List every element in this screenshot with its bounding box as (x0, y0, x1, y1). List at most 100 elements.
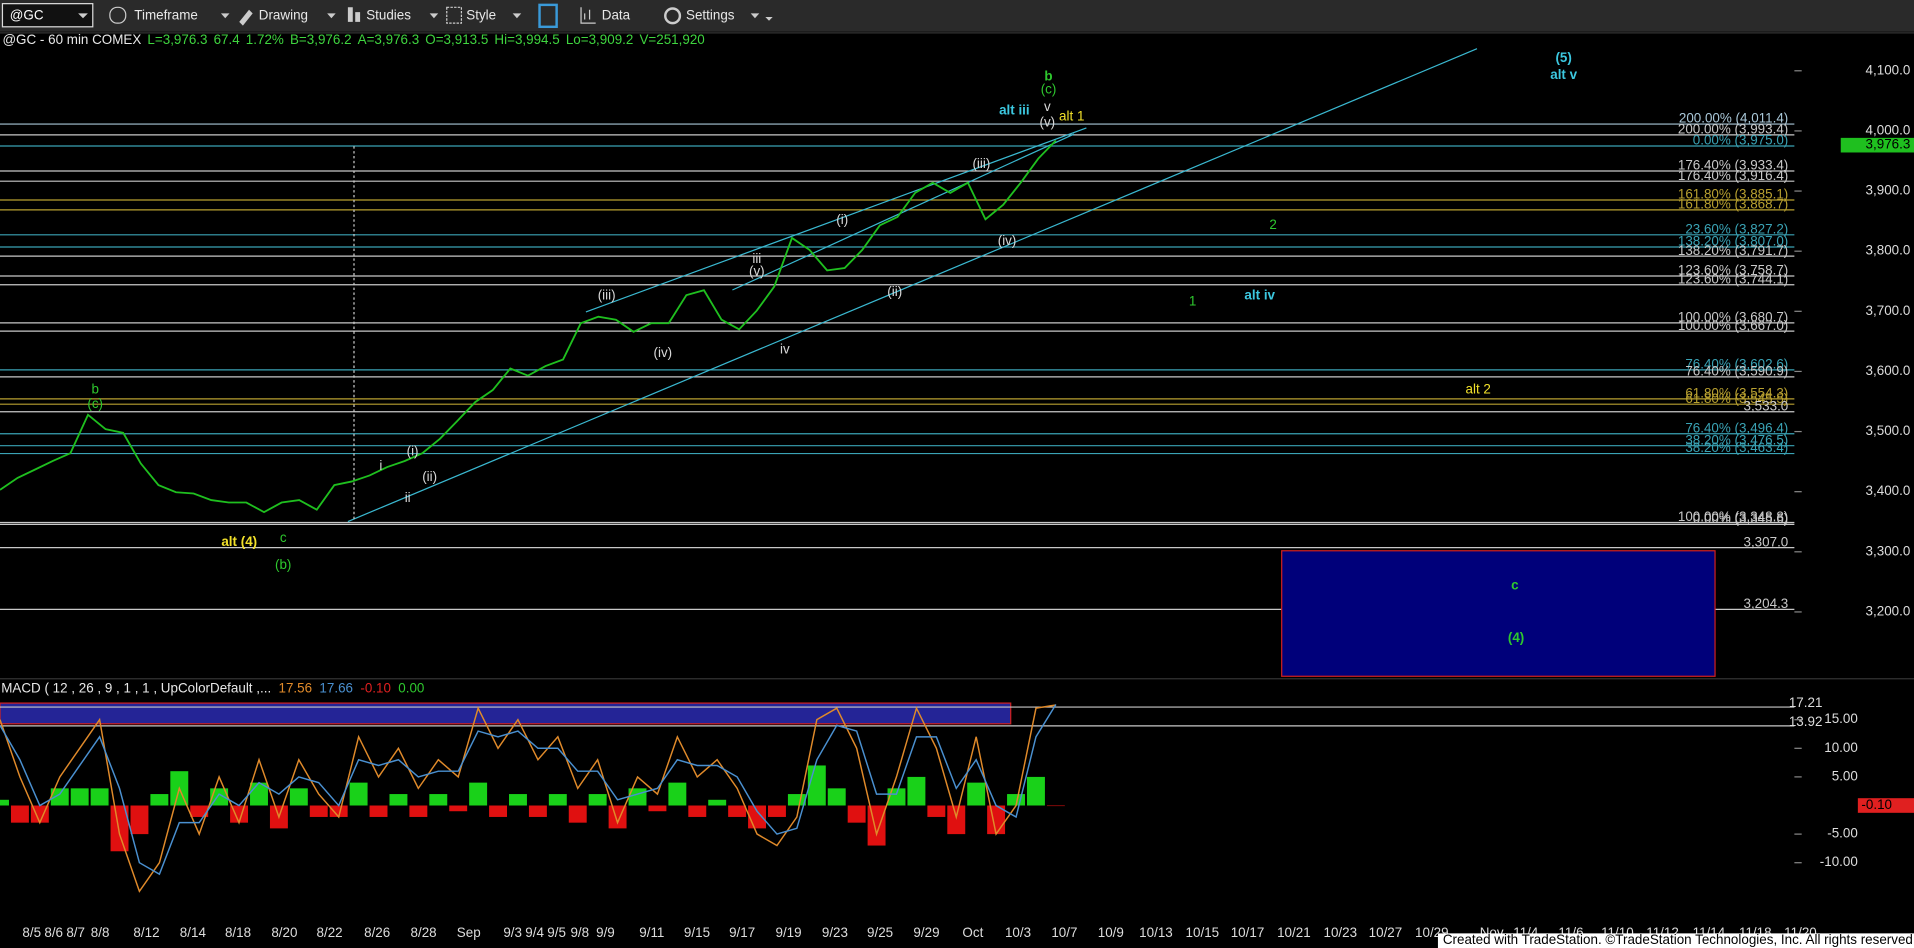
wave-label: (c) (1041, 82, 1057, 97)
level-label: 76.40% (3,602.6) (1685, 357, 1788, 372)
histogram-bar (648, 805, 667, 812)
info-item: V=251,920 (639, 32, 704, 47)
level-label: 38.20% (3,463.4) (1685, 440, 1788, 455)
dropdown-arrow (220, 13, 230, 19)
x-tick-label: 9/25 (867, 925, 893, 940)
level-label: 200.00% (3,993.4) (1678, 122, 1788, 137)
level-label: 176.40% (3,916.4) (1678, 168, 1788, 183)
wave-label: (v) (1040, 115, 1056, 130)
symbol[interactable]: @GC (10, 7, 44, 22)
last-price-box (1840, 137, 1914, 153)
menus: Timeframe Drawing Studies Style Data Settings (134, 7, 773, 22)
x-tick-label: 8/22 (317, 925, 343, 940)
histogram-bar (10, 805, 29, 823)
wave-label: (iv) (653, 345, 672, 360)
drawing-icon (239, 9, 253, 26)
wave-label: iii (752, 251, 761, 266)
histogram-bar (509, 794, 527, 806)
y-tick-label: 10.00 (1824, 740, 1858, 755)
x-tick-label: 10/7 (1051, 925, 1077, 940)
x-tick-label: 8/18 (225, 925, 251, 940)
x-tick-label: 8/20 (271, 925, 297, 940)
histogram-bar (70, 788, 89, 806)
y-tick-label: 3,900.0 (1866, 183, 1911, 198)
layout-icon[interactable] (538, 3, 558, 29)
histogram-bar (947, 805, 966, 835)
info-item: @GC - 60 min COMEX (2, 32, 141, 47)
level-label: 3,307.0 (1743, 534, 1788, 549)
wave-label: (c) (87, 396, 103, 411)
wave-label: (5) (1555, 50, 1571, 65)
macd-line (0, 704, 1057, 876)
x-tick-label: Sep (457, 925, 481, 940)
histogram-bar (489, 805, 508, 817)
dropdown-arrow (750, 13, 760, 19)
info-item: O=3,913.5 (425, 32, 488, 47)
wave-label: 1 (1189, 294, 1196, 309)
wave-label: (iv) (998, 233, 1017, 248)
level-label: 0.00% (3,345.6) (1693, 511, 1788, 526)
symbol-box[interactable] (1, 3, 94, 28)
y-tick-label: 3,700.0 (1866, 303, 1911, 318)
histogram-bar (409, 805, 428, 817)
target-box (1281, 550, 1716, 677)
histogram-bar (1007, 794, 1025, 806)
x-tick-label: 10/17 (1231, 925, 1265, 940)
channel-line (585, 127, 1087, 313)
menu-item[interactable]: Timeframe (134, 7, 198, 22)
macd-reading: 0.00 (398, 680, 424, 695)
x-tick-label: 8/6 (44, 925, 63, 940)
wave-label: (i) (836, 212, 848, 227)
wave-label: (v) (749, 263, 765, 278)
menu-item[interactable]: Studies (366, 7, 411, 22)
menu-item[interactable]: Settings (686, 7, 735, 22)
dropdown-arrow (765, 17, 773, 21)
x-tick-label: 9/8 (570, 925, 589, 940)
y-tick-label: 3,800.0 (1866, 243, 1911, 258)
wave-label: 2 (1269, 217, 1276, 232)
dropdown-arrow (429, 13, 439, 19)
histogram-bar (369, 805, 388, 817)
wave-label: (i) (407, 444, 419, 459)
histogram-bar (588, 794, 607, 806)
level-label: 100.00% (3,667.0) (1678, 318, 1788, 333)
x-tick-label: 8/14 (180, 925, 207, 940)
wave-label: b (91, 381, 98, 396)
info-item: B=3,976.2 (290, 32, 352, 47)
timeframe-icon (109, 6, 127, 24)
wave-label: v (1044, 99, 1051, 114)
x-tick-label: 9/9 (596, 925, 615, 940)
level-label: 3,533.0 (1743, 398, 1788, 413)
x-tick-label: 10/13 (1139, 925, 1173, 940)
level-label: 138.20% (3,791.7) (1678, 243, 1788, 258)
wave-label: (iii) (598, 288, 616, 303)
wave-label: iv (780, 341, 790, 356)
x-tick-label: 10/3 (1005, 925, 1031, 940)
x-tick-label: 9/3 (503, 925, 522, 940)
x-tick-label: 10/21 (1277, 925, 1311, 940)
y-tick-label: 3,600.0 (1866, 363, 1911, 378)
wave-label: (ii) (422, 469, 437, 484)
level-label: 0.00% (3,975.0) (1693, 133, 1788, 148)
menu-item[interactable]: Drawing (259, 7, 308, 22)
wave-label: (4) (1508, 630, 1524, 645)
dropdown-arrow (512, 13, 522, 19)
style-icon (446, 6, 463, 24)
histogram-bar (748, 805, 767, 829)
histogram-bar (50, 788, 69, 806)
level-label: 76.40% (3,496.4) (1685, 420, 1788, 435)
x-tick-label: Oct (962, 925, 983, 940)
menu-item[interactable]: Style (466, 7, 496, 22)
footer-band (1437, 933, 1914, 948)
menu-item[interactable]: Data (602, 7, 631, 22)
wave-label: alt iv (1244, 288, 1275, 303)
histogram-bar (767, 805, 786, 817)
info-line: @GC - 60 min COMEX L=3,976.3 67.4 1.72% B=3,… (2, 32, 704, 47)
info-item: 1.72% (246, 32, 284, 47)
info-item: Hi=3,994.5 (494, 32, 559, 47)
y-tick-label: 3,400.0 (1866, 483, 1911, 498)
x-tick-label: 9/4 (525, 925, 544, 940)
wave-label: (b) (275, 557, 291, 572)
x-tick-label: 9/11 (639, 925, 664, 940)
